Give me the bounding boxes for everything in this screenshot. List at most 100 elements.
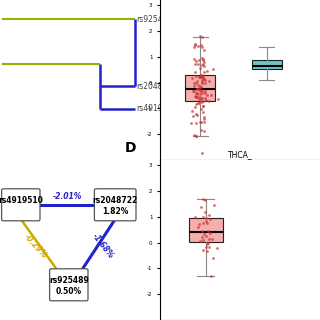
Point: [191, 80, 196, 85]
Point: [198, 73, 204, 78]
Point: [206, 98, 211, 103]
Text: rs2048722: rs2048722: [137, 82, 178, 91]
Text: rs2048722: rs2048722: [92, 196, 138, 205]
Point: [189, 120, 194, 125]
Point: [196, 95, 201, 100]
Point: [201, 197, 206, 202]
Point: [192, 83, 197, 88]
FancyBboxPatch shape: [94, 189, 136, 221]
Point: [194, 101, 199, 106]
Point: [199, 106, 204, 111]
FancyBboxPatch shape: [2, 189, 40, 221]
Point: [194, 95, 199, 100]
Point: [200, 88, 205, 93]
Text: -2.01%: -2.01%: [52, 192, 82, 201]
Point: [201, 110, 206, 115]
Point: [208, 273, 213, 278]
Point: [195, 43, 200, 48]
Point: [192, 93, 197, 99]
Point: [207, 236, 212, 242]
Point: [198, 119, 203, 124]
Point: [193, 70, 198, 75]
Point: [201, 119, 206, 124]
Point: [197, 87, 202, 92]
Point: [205, 249, 210, 254]
Point: [196, 224, 201, 229]
Point: [204, 92, 209, 98]
Point: [199, 80, 204, 85]
Point: [191, 88, 196, 93]
Point: [199, 98, 204, 103]
Point: [198, 84, 204, 90]
Point: [198, 75, 204, 80]
Point: [193, 59, 198, 64]
Point: [200, 73, 205, 78]
Point: [190, 109, 195, 114]
Point: [192, 132, 197, 137]
Point: [200, 56, 205, 61]
Point: [200, 61, 205, 67]
Point: [203, 77, 208, 82]
Point: [200, 247, 205, 252]
Point: [194, 90, 199, 95]
Point: [200, 81, 205, 86]
Point: [200, 91, 205, 96]
Point: [204, 220, 209, 225]
Text: rs4919510: rs4919510: [137, 104, 178, 113]
Point: [197, 74, 203, 79]
Point: [197, 94, 202, 100]
Point: [196, 74, 202, 79]
Point: [199, 99, 204, 104]
Point: [203, 96, 208, 101]
Point: [201, 76, 206, 82]
Point: [199, 97, 204, 102]
Point: [194, 112, 199, 117]
Point: [200, 221, 205, 226]
FancyBboxPatch shape: [50, 269, 88, 301]
Point: [215, 96, 220, 101]
Text: 1.82%: 1.82%: [102, 207, 128, 216]
Point: [202, 59, 207, 64]
Point: [201, 64, 206, 69]
Point: [199, 77, 204, 83]
Point: [193, 134, 198, 139]
Point: [192, 57, 197, 62]
Point: [203, 215, 208, 220]
Point: [192, 45, 197, 50]
Point: [193, 214, 198, 219]
Point: [198, 72, 204, 77]
Point: [200, 44, 205, 50]
Point: [210, 67, 215, 72]
Point: [195, 101, 200, 106]
Point: [201, 75, 206, 80]
Point: [204, 218, 209, 223]
Point: [199, 204, 204, 209]
Point: [196, 96, 201, 101]
Text: rs4919510: rs4919510: [0, 196, 43, 205]
Point: [198, 43, 203, 48]
Point: [193, 121, 198, 126]
Point: [200, 74, 205, 79]
Title: THCA_: THCA_: [228, 150, 252, 159]
Point: [201, 57, 206, 62]
Point: [201, 114, 206, 119]
Point: [192, 104, 197, 109]
Point: [199, 119, 204, 124]
Point: [199, 228, 204, 233]
Point: [201, 232, 206, 237]
Point: [205, 242, 210, 247]
Point: [196, 58, 202, 63]
Point: [206, 245, 212, 250]
Point: [205, 68, 210, 74]
Text: rs925489: rs925489: [137, 15, 173, 24]
Point: [194, 90, 199, 95]
Point: [202, 197, 207, 202]
Point: [201, 69, 206, 75]
Point: [200, 103, 205, 108]
PathPatch shape: [188, 218, 223, 242]
Point: [205, 240, 210, 245]
PathPatch shape: [185, 75, 215, 101]
Point: [214, 245, 220, 250]
Point: [194, 111, 199, 116]
Point: [203, 89, 208, 94]
